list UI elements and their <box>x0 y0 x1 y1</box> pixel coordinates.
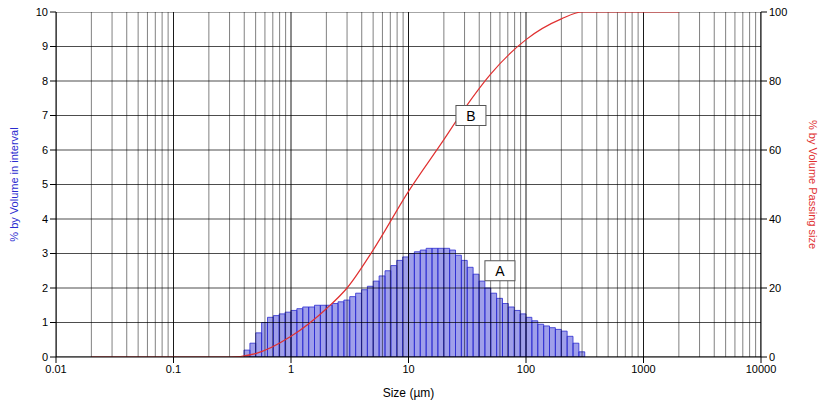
svg-text:4: 4 <box>42 213 48 225</box>
svg-text:6: 6 <box>42 144 48 156</box>
svg-text:8: 8 <box>42 75 48 87</box>
svg-text:% by Volume Passing size: % by Volume Passing size <box>807 120 819 249</box>
svg-text:B: B <box>466 108 475 124</box>
svg-text:Size (µm): Size (µm) <box>383 386 435 400</box>
svg-text:10000: 10000 <box>746 363 777 375</box>
svg-text:10: 10 <box>36 6 48 18</box>
svg-text:1000: 1000 <box>631 363 655 375</box>
svg-text:20: 20 <box>769 282 781 294</box>
svg-text:60: 60 <box>769 144 781 156</box>
svg-text:10: 10 <box>402 363 414 375</box>
svg-text:0.01: 0.01 <box>45 363 66 375</box>
svg-text:40: 40 <box>769 213 781 225</box>
svg-text:100: 100 <box>769 6 787 18</box>
svg-text:0: 0 <box>42 351 48 363</box>
svg-text:7: 7 <box>42 109 48 121</box>
svg-text:5: 5 <box>42 178 48 190</box>
svg-text:A: A <box>495 263 505 279</box>
svg-text:100: 100 <box>517 363 535 375</box>
svg-text:0: 0 <box>769 351 775 363</box>
svg-text:0.1: 0.1 <box>166 363 181 375</box>
svg-text:3: 3 <box>42 247 48 259</box>
svg-text:9: 9 <box>42 40 48 52</box>
svg-text:% by Volume in interval: % by Volume in interval <box>8 127 20 241</box>
svg-text:80: 80 <box>769 75 781 87</box>
svg-text:2: 2 <box>42 282 48 294</box>
svg-text:1: 1 <box>288 363 294 375</box>
svg-text:1: 1 <box>42 316 48 328</box>
